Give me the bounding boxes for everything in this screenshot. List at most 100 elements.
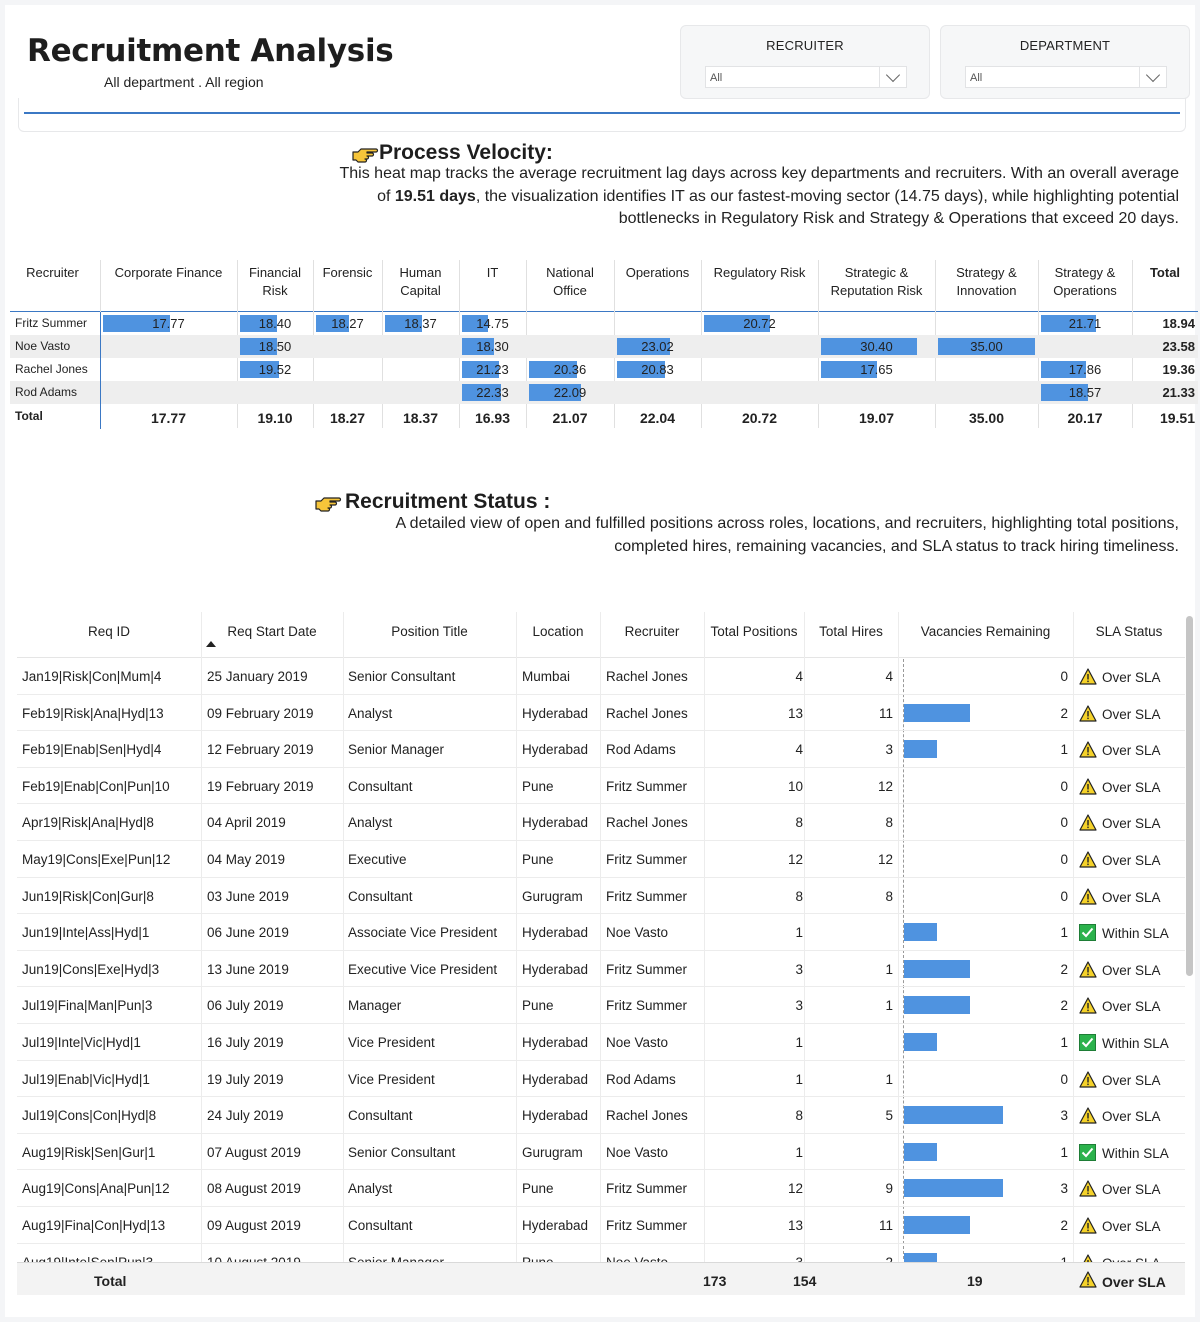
page-subtitle: All department . All region (104, 74, 264, 90)
chevron-down-icon[interactable] (885, 67, 901, 83)
total-hires: 11 (878, 1218, 893, 1233)
table-row[interactable]: Jul19|Cons|Con|Hyd|8 24 July 2019 Consulta… (17, 1097, 1185, 1134)
column-header[interactable]: Total Hires (804, 612, 898, 658)
req-start-date: 13 June 2019 (207, 961, 289, 977)
recruiter-filter-label: RECRUITER (766, 38, 844, 53)
heatmap-value: 19.52 (258, 362, 292, 377)
total-hires: 8 (885, 888, 893, 904)
heatmap-row[interactable]: Rachel Jones 19.52 21.23 20.36 20.83 17.65 17.… (10, 358, 1198, 381)
table-row[interactable]: Aug19|Fina|Con|Hyd|13 09 August 2019 Consu… (17, 1207, 1185, 1244)
chevron-down-icon[interactable] (1145, 67, 1161, 83)
heatmap-column-header[interactable]: Operations (625, 265, 690, 280)
heatmap-bar (704, 315, 770, 332)
column-header[interactable]: Vacancies Remaining (898, 612, 1073, 658)
heatmap-bar (240, 315, 277, 332)
heatmap-column-header[interactable]: Human Capital (399, 265, 442, 298)
heatmap-cell: 18.30 (459, 336, 526, 357)
heatmap-column-header[interactable]: Forensic (322, 265, 373, 280)
table-row[interactable]: Jun19|Inte|Ass|Hyd|1 06 June 2019 Associat… (17, 914, 1185, 951)
table-row[interactable]: Aug19|Cons|Ana|Pun|12 08 August 2019 Analy… (17, 1170, 1185, 1207)
heatmap-cell: 18.57 (1038, 382, 1132, 403)
total-hires: 8 (885, 815, 893, 831)
recruiter: Fritz Summer (606, 778, 687, 794)
heatmap-column-header[interactable]: Financial Risk (248, 265, 302, 298)
heatmap-column-header[interactable]: Strategic & Reputation Risk (830, 265, 923, 298)
column-header[interactable]: Location (516, 612, 600, 658)
req-id: Aug19|Fina|Con|Hyd|13 (22, 1218, 166, 1233)
heatmap-value: 20.36 (553, 362, 587, 377)
column-header[interactable]: Position Title (343, 612, 516, 658)
vacancies-remaining: 2 (1060, 1218, 1068, 1233)
table-row[interactable]: Jul19|Inte|Vic|Hyd|1 16 July 2019 Vice Pre… (17, 1024, 1185, 1061)
recruiter: Fritz Summer (606, 852, 687, 867)
recruiter: Rachel Jones (606, 669, 688, 684)
vacancies-remaining: 3 (1060, 1108, 1068, 1124)
department-filter[interactable]: DEPARTMENT All (940, 25, 1190, 99)
total-hires: 12 (877, 852, 893, 867)
heatmap-cell: 20.83 (614, 359, 701, 380)
table-row[interactable]: Aug19|Risk|Sen|Gur|1 07 August 2019 Senior… (17, 1134, 1185, 1171)
heatmap-value: 30.40 (860, 339, 893, 354)
vacancies-remaining: 0 (1060, 1071, 1068, 1087)
department-dropdown[interactable]: All (965, 66, 1167, 88)
sort-ascending-icon[interactable] (206, 641, 216, 647)
status-heading: Recruitment Status : (345, 490, 551, 513)
column-header[interactable]: Total Positions (704, 612, 804, 658)
vacancy-bar (904, 1106, 1003, 1125)
total-hires: 3 (885, 742, 893, 758)
heatmap-cell: 30.40 (818, 336, 935, 357)
heatmap-bar (240, 361, 279, 378)
total-positions: 10 (787, 778, 803, 794)
recruiter-filter[interactable]: RECRUITER All (680, 25, 930, 99)
sla-status: Over SLA (1102, 889, 1161, 905)
heatmap-value: 17.86 (1068, 362, 1102, 377)
table-row[interactable]: Feb19|Enab|Sen|Hyd|4 12 February 2019 Seni… (17, 731, 1185, 768)
sla-status: Over SLA (1102, 999, 1161, 1015)
recruiter-dropdown-value: All (710, 72, 723, 84)
heatmap-column-header[interactable]: IT (486, 265, 499, 280)
table-row[interactable]: Feb19|Enab|Con|Pun|10 19 February 2019 Con… (17, 768, 1185, 805)
table-row[interactable]: Feb19|Risk|Ana|Hyd|13 09 February 2019 Ana… (17, 695, 1185, 732)
total-sla-status: Over SLA (1102, 1274, 1166, 1290)
total-positions: 3 (795, 961, 803, 977)
table-row[interactable]: Apr19|Risk|Ana|Hyd|8 04 April 2019 Analyst… (17, 804, 1185, 841)
heatmap-column-total: 22.04 (639, 410, 676, 426)
heatmap-column-header[interactable]: Strategy & Operations (1053, 265, 1117, 298)
column-header[interactable]: Req Start Date (201, 612, 343, 658)
req-id: Jun19|Risk|Con|Gur|8 (22, 888, 154, 904)
heatmap-column-total: 17.77 (150, 410, 187, 426)
heatmap-row[interactable]: Fritz Summer 17.77 18.40 18.27 18.37 14.75 20.… (10, 312, 1198, 335)
vacancies-remaining: 1 (1060, 925, 1068, 941)
table-row[interactable]: Jun19|Risk|Con|Gur|8 03 June 2019 Consulta… (17, 878, 1185, 915)
location: Gurugram (522, 888, 583, 904)
column-header[interactable]: SLA Status (1073, 612, 1185, 658)
heatmap-column-total: 20.72 (741, 410, 778, 426)
table-scrollbar[interactable] (1186, 616, 1193, 976)
req-start-date: 09 August 2019 (207, 1218, 301, 1233)
column-header[interactable]: Req ID (17, 612, 201, 658)
table-row[interactable]: Jan19|Risk|Con|Mum|4 25 January 2019 Senio… (17, 658, 1185, 695)
total-hires: 9 (885, 1181, 893, 1197)
heatmap-row[interactable]: Noe Vasto 18.50 18.30 23.02 30.40 35.00 23.58 (10, 335, 1198, 358)
table-row[interactable]: Jul19|Fina|Man|Pun|3 06 July 2019 Manager P… (17, 987, 1185, 1024)
heatmap-column-header[interactable]: Strategy & Innovation (956, 265, 1017, 298)
table-row[interactable]: Jul19|Enab|Vic|Hyd|1 19 July 2019 Vice Pre… (17, 1061, 1185, 1098)
heatmap-column-header[interactable]: National Office (546, 265, 594, 298)
heatmap-column-header[interactable]: Regulatory Risk (713, 265, 806, 280)
recruiter: Rod Adams (606, 742, 676, 758)
table-row[interactable]: Jun19|Cons|Exe|Hyd|3 13 June 2019 Executiv… (17, 951, 1185, 988)
total-positions: 13 (787, 1218, 803, 1233)
table-row[interactable]: May19|Cons|Exe|Pun|12 04 May 2019 Executiv… (17, 841, 1185, 878)
heatmap-row-total: 21.33 (1162, 385, 1195, 400)
total-positions: 13 (787, 705, 803, 721)
column-header[interactable]: Recruiter (600, 612, 704, 658)
heatmap-value: 18.50 (258, 339, 292, 354)
heatmap-column-total: 19.10 (257, 410, 293, 426)
velocity-desc-line: This heat map tracks the average recruit… (339, 165, 1180, 182)
location: Gurugram (522, 1144, 583, 1160)
heatmap-row[interactable]: Rod Adams 22.33 22.09 18.57 21.33 (10, 381, 1198, 404)
recruiter-dropdown[interactable]: All (705, 66, 907, 88)
location: Hyderabad (522, 925, 589, 941)
heatmap-column-header[interactable]: Corporate Finance (114, 265, 223, 280)
position-title: Vice President (348, 1071, 435, 1087)
